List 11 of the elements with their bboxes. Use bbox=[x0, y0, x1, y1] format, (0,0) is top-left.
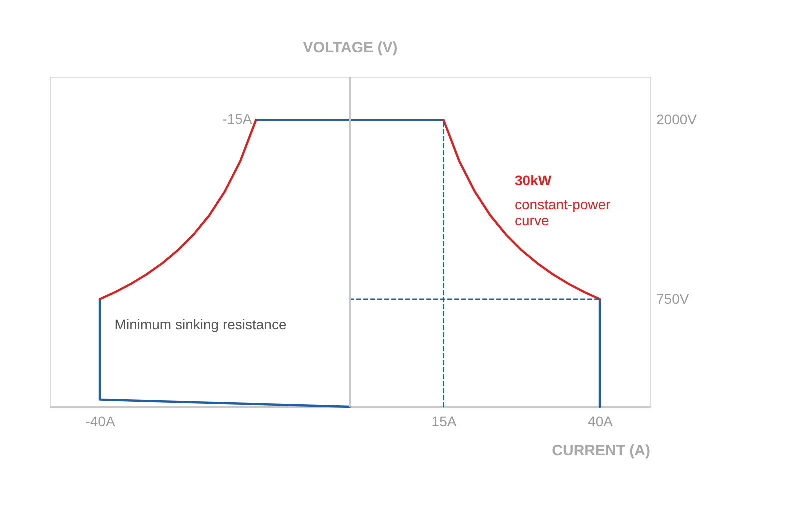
y-axis-title: VOLTAGE (V) bbox=[303, 40, 398, 56]
y-tick-label: 750V bbox=[656, 290, 690, 307]
x-tick-label: 40A bbox=[588, 414, 614, 430]
x-axis-title: CURRENT (A) bbox=[552, 442, 650, 460]
annotation: Minimum sinking resistance bbox=[114, 316, 287, 332]
annotation: 30kW bbox=[515, 172, 552, 188]
y-tick-label: 2000V bbox=[656, 112, 698, 128]
x-tick-label: -40A bbox=[86, 414, 116, 430]
annotation: -15A bbox=[222, 111, 253, 128]
annotation: constant-power curve bbox=[515, 196, 612, 229]
x-tick-label: 15A bbox=[432, 414, 458, 430]
